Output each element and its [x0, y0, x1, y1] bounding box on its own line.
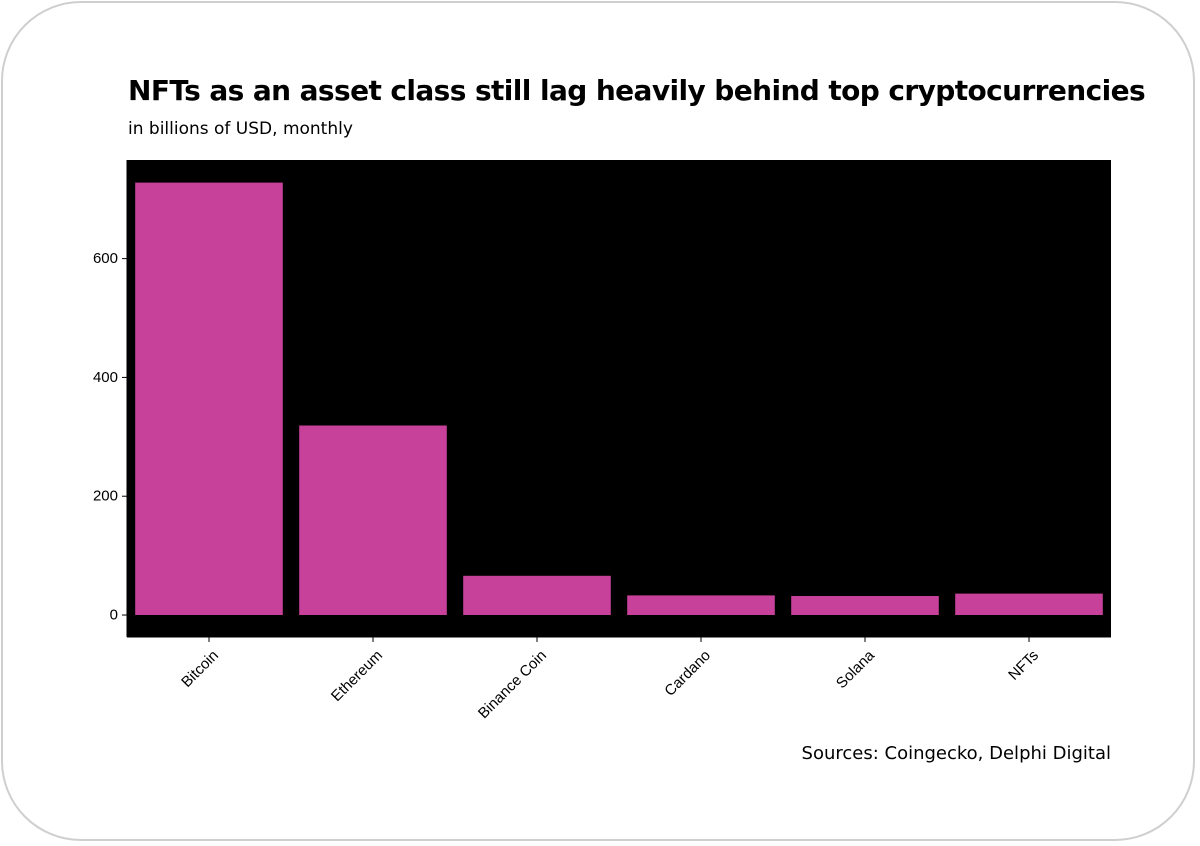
- bar-bitcoin: [135, 182, 283, 615]
- x-tick-label: NFTs: [1005, 647, 1042, 684]
- x-tick-label: Binance Coin: [475, 647, 550, 722]
- y-tick-label: 600: [93, 250, 118, 267]
- x-tick-label: Bitcoin: [178, 647, 222, 691]
- bar-solana: [791, 596, 939, 615]
- source-note: Sources: Coingecko, Delphi Digital: [801, 743, 1111, 764]
- chart-subtitle: in billions of USD, monthly: [128, 119, 353, 139]
- y-tick-label: 200: [93, 488, 118, 505]
- x-tick-label: Solana: [833, 647, 879, 693]
- bar-cardano: [627, 595, 775, 615]
- bar-ethereum: [299, 425, 447, 615]
- chart-title: NFTs as an asset class still lag heavily…: [128, 74, 1146, 107]
- plot-panel: [127, 160, 1111, 637]
- bar-nfts: [955, 593, 1103, 615]
- y-tick-label: 400: [93, 369, 118, 386]
- bar-binance-coin: [463, 575, 611, 615]
- y-tick-label: 0: [110, 607, 118, 624]
- x-tick-label: Ethereum: [328, 647, 386, 705]
- x-tick-label: Cardano: [661, 647, 714, 700]
